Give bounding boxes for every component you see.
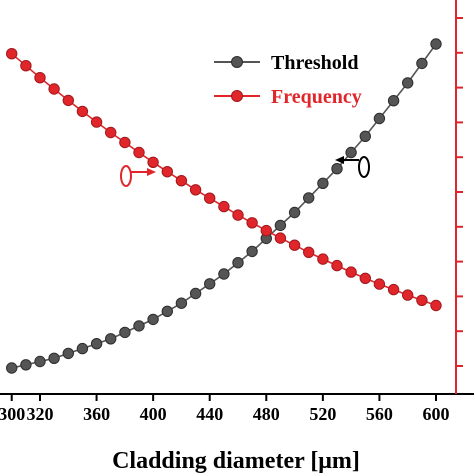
data-point-frequency: [147, 156, 159, 169]
threshold-axis-indicator: [335, 156, 370, 178]
data-point-frequency: [359, 272, 371, 284]
data-point-threshold: [62, 347, 75, 360]
data-point-threshold: [430, 38, 442, 50]
data-point-frequency: [34, 72, 46, 84]
data-point-frequency: [387, 283, 400, 296]
data-point-frequency: [260, 224, 272, 237]
data-point-frequency: [246, 217, 258, 229]
data-point-threshold: [147, 313, 159, 326]
data-point-threshold: [402, 77, 414, 89]
x-tick-label: 480: [253, 404, 280, 424]
data-point-frequency: [105, 126, 117, 139]
legend-item-frequency: Frequency: [214, 86, 362, 108]
data-point-frequency: [175, 175, 188, 187]
data-point-threshold: [387, 95, 400, 107]
data-point-threshold: [76, 342, 89, 355]
series-threshold: [6, 38, 442, 374]
series-layer: [6, 38, 442, 374]
data-point-threshold: [90, 338, 103, 350]
data-point-threshold: [331, 163, 343, 175]
data-point-frequency: [232, 209, 244, 221]
x-tick-label: 440: [196, 404, 223, 424]
legend-frequency-label: Frequency: [271, 86, 362, 108]
data-point-threshold: [161, 305, 174, 317]
data-point-frequency: [189, 184, 202, 196]
data-point-frequency: [402, 289, 414, 301]
data-point-frequency: [6, 48, 18, 60]
data-point-frequency: [317, 253, 329, 265]
data-point-threshold: [246, 245, 258, 258]
threshold-indicator-arrowhead: [335, 156, 344, 164]
legend-frequency-marker: [231, 90, 243, 102]
x-tick-label: 600: [423, 404, 450, 424]
x-tick-label: 320: [27, 404, 54, 424]
data-point-threshold: [359, 130, 371, 143]
data-point-frequency: [274, 232, 287, 244]
data-point-threshold: [175, 297, 188, 309]
data-point-frequency: [90, 116, 103, 128]
data-point-threshold: [6, 362, 18, 374]
data-point-frequency: [76, 105, 89, 118]
data-point-frequency: [416, 294, 428, 306]
data-point-threshold: [48, 352, 60, 364]
data-point-frequency: [204, 192, 216, 204]
legend-threshold-marker: [231, 56, 243, 68]
data-point-threshold: [317, 177, 329, 190]
data-point-threshold: [119, 326, 131, 339]
data-point-frequency: [48, 83, 60, 95]
data-point-threshold: [274, 219, 287, 232]
frequency-axis-indicator: [120, 165, 156, 187]
frequency-indicator-arrowhead: [147, 168, 156, 176]
data-point-frequency: [288, 239, 301, 251]
data-point-threshold: [20, 359, 32, 371]
data-point-frequency: [161, 166, 174, 178]
series-frequency: [6, 48, 442, 312]
x-tick-label: 360: [83, 404, 110, 424]
x-tick-label: 400: [140, 404, 167, 424]
data-point-threshold: [105, 333, 117, 345]
x-tick-label: 300: [0, 404, 25, 424]
data-point-threshold: [416, 57, 428, 70]
x-axis-title: Cladding diameter [μm]: [112, 448, 360, 474]
data-point-frequency: [430, 299, 442, 312]
x-axis-ticks: 300 320 360 400 440 480 520 560 600: [0, 394, 450, 424]
data-point-threshold: [133, 320, 145, 332]
legend-threshold-label: Threshold: [271, 52, 358, 74]
legend: Threshold Frequency: [214, 52, 362, 108]
data-point-frequency: [373, 278, 386, 290]
annotations: [120, 156, 370, 187]
data-point-threshold: [345, 146, 357, 159]
data-point-threshold: [373, 112, 386, 125]
data-point-threshold: [303, 192, 315, 204]
data-point-frequency: [218, 200, 230, 213]
data-point-frequency: [119, 136, 131, 149]
x-tick-label: 520: [309, 404, 336, 424]
data-point-frequency: [20, 59, 32, 72]
data-point-frequency: [331, 259, 343, 272]
data-point-frequency: [303, 246, 315, 259]
data-point-threshold: [218, 268, 230, 280]
data-point-threshold: [232, 257, 244, 269]
x-tick-label: 560: [366, 404, 393, 424]
data-point-frequency: [62, 94, 75, 107]
legend-item-threshold: Threshold: [214, 52, 358, 74]
data-point-threshold: [189, 287, 202, 300]
frequency-indicator-ellipse: [120, 165, 132, 187]
right-axis-ticks: [456, 17, 463, 367]
data-point-threshold: [288, 206, 301, 219]
data-point-threshold: [204, 278, 216, 290]
data-point-frequency: [345, 266, 357, 278]
series-line-frequency: [11, 53, 437, 307]
data-point-frequency: [133, 146, 145, 159]
threshold-indicator-ellipse: [358, 156, 370, 178]
data-point-threshold: [34, 355, 46, 368]
